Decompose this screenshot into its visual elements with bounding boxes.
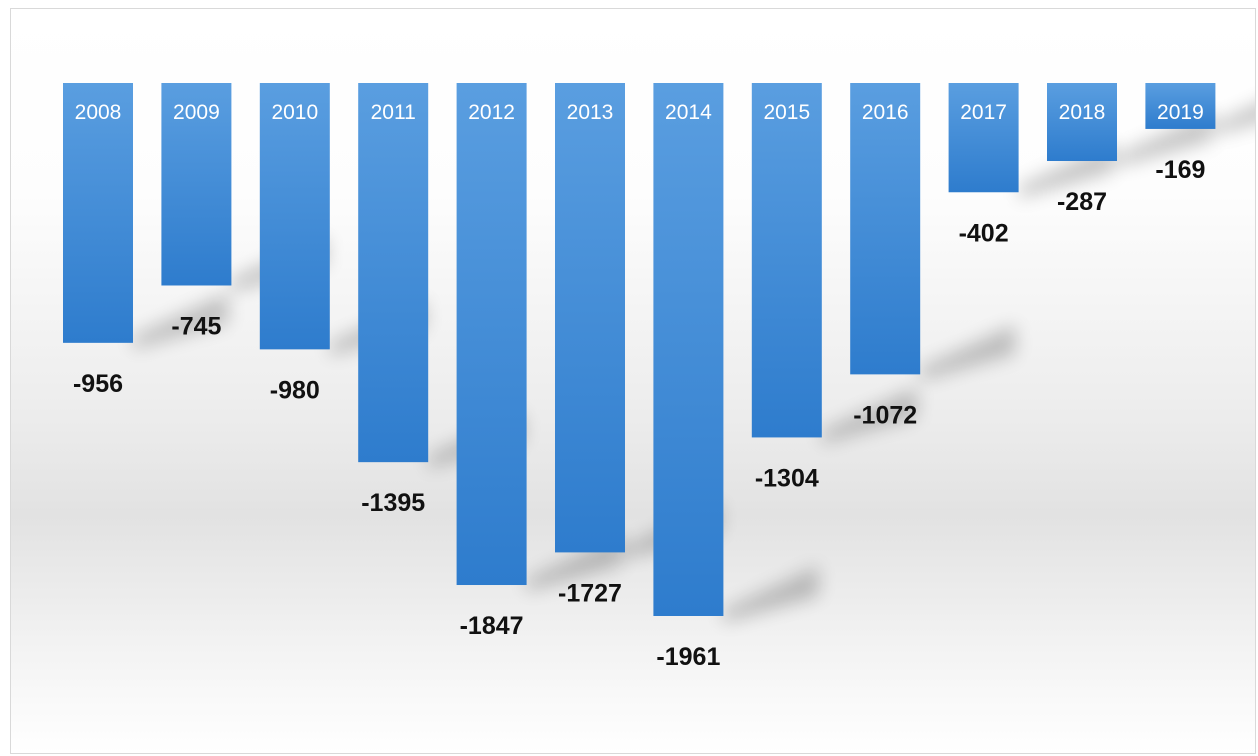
- bar-2017: [948, 83, 1019, 193]
- bar-2015: [751, 83, 822, 438]
- category-label-2008: 2008: [75, 101, 122, 124]
- labels: 2008 -956 2009 -745 2010 -980 2011 -1395 2012 -18…: [73, 101, 1205, 671]
- data-label-2009: -745: [171, 312, 221, 340]
- data-label-2013: -1727: [558, 579, 622, 607]
- bar-shadow-2016: [920, 324, 1016, 381]
- bar-2016: [850, 83, 921, 375]
- category-label-2016: 2016: [862, 101, 909, 124]
- category-label-2018: 2018: [1059, 101, 1106, 124]
- bar-2012: [456, 83, 527, 586]
- category-label-2012: 2012: [468, 101, 515, 124]
- bar-2019: [1145, 83, 1216, 129]
- bar-2010: [259, 83, 330, 350]
- data-label-2018: -287: [1057, 188, 1107, 216]
- category-label-2011: 2011: [371, 101, 416, 124]
- category-label-2015: 2015: [763, 101, 810, 124]
- data-label-2015: -1304: [755, 464, 819, 492]
- data-label-2019: -169: [1155, 156, 1205, 184]
- category-label-2019: 2019: [1157, 101, 1204, 124]
- category-label-2010: 2010: [271, 101, 318, 124]
- category-label-2013: 2013: [567, 101, 614, 124]
- bar-chart: 2008 -956 2009 -745 2010 -980 2011 -1395 2012 -18…: [63, 83, 1255, 671]
- bar-shadow-2014: [723, 566, 819, 622]
- category-label-2014: 2014: [665, 101, 712, 124]
- data-label-2016: -1072: [853, 401, 917, 429]
- data-label-2010: -980: [270, 376, 320, 404]
- data-label-2008: -956: [73, 370, 123, 398]
- data-label-2011: -1395: [361, 489, 425, 517]
- bar-2014: [653, 83, 724, 616]
- bar-2018: [1047, 83, 1117, 162]
- data-label-2017: -402: [959, 219, 1009, 247]
- data-label-2012: -1847: [460, 612, 524, 640]
- bar-shadow-2019: [1215, 104, 1255, 135]
- bar-shadow-2008: [133, 292, 228, 349]
- chart-frame: 2008 -956 2009 -745 2010 -980 2011 -1395 2012 -18…: [10, 8, 1256, 754]
- bar-2011: [358, 83, 429, 463]
- bar-2013: [555, 83, 625, 553]
- category-label-2017: 2017: [960, 101, 1007, 124]
- bar-2008: [63, 83, 133, 343]
- data-label-2014: -1961: [656, 643, 720, 671]
- category-label-2009: 2009: [173, 101, 220, 124]
- bar-shadow-2015: [821, 387, 917, 444]
- bars: [63, 83, 1216, 616]
- bar-2009: [161, 83, 232, 286]
